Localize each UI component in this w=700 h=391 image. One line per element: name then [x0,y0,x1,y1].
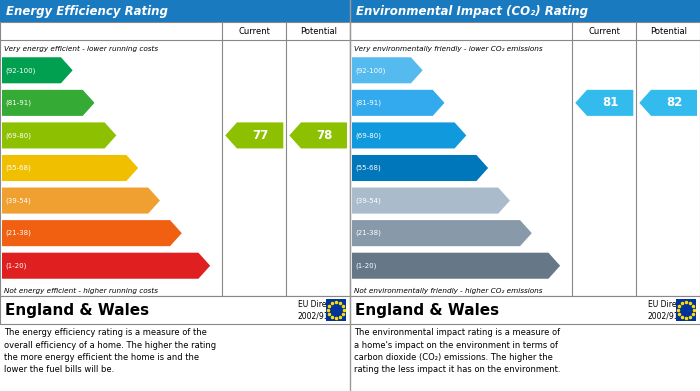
Polygon shape [352,188,510,213]
Text: Very energy efficient - lower running costs: Very energy efficient - lower running co… [4,46,158,52]
Text: (39-54): (39-54) [5,197,31,204]
Polygon shape [225,122,284,149]
Polygon shape [352,253,560,279]
Polygon shape [352,90,444,116]
Text: (92-100): (92-100) [355,67,386,74]
Polygon shape [575,90,634,116]
Text: (69-80): (69-80) [5,132,31,139]
Text: E: E [161,194,169,207]
Polygon shape [2,57,73,83]
Text: The environmental impact rating is a measure of
a home's impact on the environme: The environmental impact rating is a mea… [354,328,561,375]
Polygon shape [352,155,488,181]
Text: (21-38): (21-38) [5,230,31,237]
Text: (81-91): (81-91) [5,100,31,106]
Text: England & Wales: England & Wales [355,303,499,317]
Text: England & Wales: England & Wales [5,303,149,317]
Text: Very environmentally friendly - lower CO₂ emissions: Very environmentally friendly - lower CO… [354,46,542,52]
Polygon shape [639,90,697,116]
Text: C: C [468,129,476,142]
Text: Current: Current [238,27,270,36]
Bar [676,299,696,321]
Text: E: E [511,194,519,207]
Polygon shape [2,155,138,181]
Polygon shape [2,188,160,213]
Text: (69-80): (69-80) [355,132,381,139]
Text: C: C [118,129,126,142]
Text: 81: 81 [602,96,618,109]
Text: Not environmentally friendly - higher CO₂ emissions: Not environmentally friendly - higher CO… [354,288,542,294]
Bar [350,22,700,296]
Text: D: D [489,161,499,174]
Text: F: F [183,227,191,240]
Text: 82: 82 [666,96,682,109]
Bar [326,299,346,321]
Text: Potential: Potential [300,27,337,36]
Text: G: G [211,259,221,272]
Text: Energy Efficiency Rating: Energy Efficiency Rating [6,5,168,18]
Text: (21-38): (21-38) [355,230,381,237]
Text: 77: 77 [252,129,268,142]
Polygon shape [2,253,210,279]
Text: G: G [561,259,571,272]
Text: (1-20): (1-20) [355,262,377,269]
Bar [0,0,350,22]
Text: EU Directive
2002/91/EC: EU Directive 2002/91/EC [648,300,695,320]
Text: Potential: Potential [650,27,687,36]
Text: Not energy efficient - higher running costs: Not energy efficient - higher running co… [4,288,158,294]
Polygon shape [2,220,182,246]
Polygon shape [2,122,116,149]
Text: B: B [445,96,454,109]
Text: F: F [533,227,541,240]
Text: EU Directive
2002/91/EC: EU Directive 2002/91/EC [298,300,345,320]
Bar [350,296,700,324]
Polygon shape [352,220,532,246]
Polygon shape [2,90,94,116]
Text: (55-68): (55-68) [5,165,31,171]
Text: (92-100): (92-100) [5,67,36,74]
Polygon shape [289,122,347,149]
Text: (1-20): (1-20) [5,262,27,269]
Polygon shape [352,122,466,149]
Text: B: B [95,96,104,109]
Text: (81-91): (81-91) [355,100,381,106]
Text: (55-68): (55-68) [355,165,381,171]
Text: A: A [74,64,83,77]
Bar [0,296,350,324]
Bar [0,22,350,296]
Text: Current: Current [588,27,620,36]
Bar [350,0,700,22]
Text: D: D [139,161,149,174]
Text: (39-54): (39-54) [355,197,381,204]
Text: Environmental Impact (CO₂) Rating: Environmental Impact (CO₂) Rating [356,5,588,18]
Text: 78: 78 [316,129,332,142]
Text: A: A [424,64,433,77]
Polygon shape [352,57,423,83]
Text: The energy efficiency rating is a measure of the
overall efficiency of a home. T: The energy efficiency rating is a measur… [4,328,216,375]
